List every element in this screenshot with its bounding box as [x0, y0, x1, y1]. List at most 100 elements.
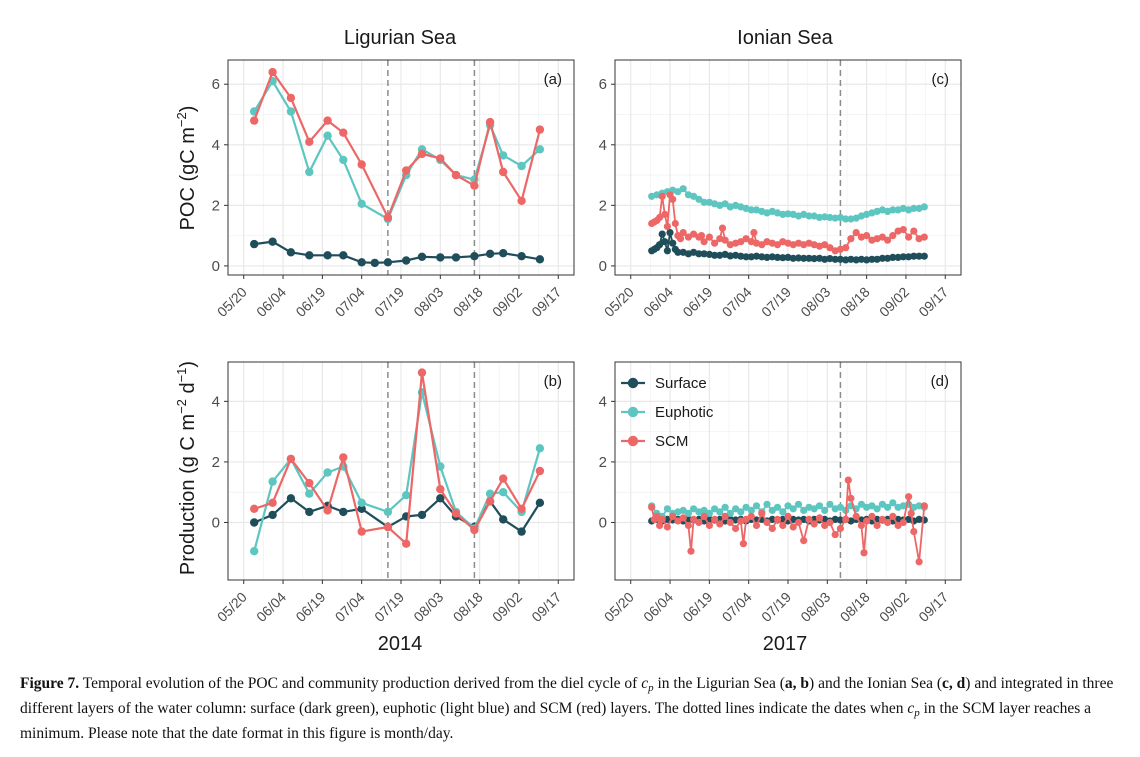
point-scm: [383, 213, 393, 222]
point-scm: [844, 476, 852, 484]
point-scm: [658, 192, 666, 200]
point-surface: [417, 510, 427, 520]
point-euphotic: [721, 503, 729, 511]
point-surface: [535, 255, 545, 264]
point-scm: [905, 233, 913, 241]
point-surface: [674, 248, 682, 256]
point-scm: [805, 515, 813, 524]
point-scm: [451, 509, 461, 518]
point-surface: [742, 253, 750, 261]
point-surface: [268, 510, 277, 520]
point-euphotic: [690, 192, 698, 200]
point-surface: [323, 251, 332, 260]
point-scm: [758, 241, 766, 249]
point-surface: [716, 251, 724, 259]
point-surface: [663, 247, 672, 255]
point-scm: [878, 233, 887, 241]
point-scm: [884, 236, 892, 244]
point-scm: [868, 512, 876, 521]
point-scm: [910, 528, 918, 536]
point-euphotic: [499, 151, 508, 160]
point-scm: [286, 93, 296, 103]
point-euphotic: [815, 213, 824, 222]
point-euphotic: [763, 500, 771, 508]
point-surface: [485, 249, 495, 258]
point-surface: [800, 254, 808, 262]
x-tick-label: 06/19: [679, 284, 715, 320]
point-scm: [684, 233, 693, 241]
point-surface: [499, 249, 508, 258]
point-euphotic: [826, 213, 834, 222]
point-scm: [517, 504, 526, 513]
y-tick-label: 0: [599, 514, 607, 531]
point-euphotic: [732, 505, 740, 513]
point-scm: [436, 154, 445, 163]
point-surface: [666, 229, 674, 237]
point-scm: [653, 512, 661, 521]
point-euphotic: [826, 500, 834, 508]
x-tick-label: 05/20: [601, 589, 637, 625]
point-surface: [357, 258, 366, 267]
legend-marker-scm: [627, 435, 639, 447]
point-surface: [915, 252, 923, 260]
point-surface: [758, 253, 766, 261]
point-scm: [884, 518, 892, 527]
point-euphotic: [889, 499, 897, 507]
x-tick-label: 07/19: [371, 284, 407, 320]
point-euphotic: [810, 505, 818, 513]
point-surface: [831, 515, 839, 524]
point-euphotic: [250, 547, 259, 556]
point-euphotic: [517, 161, 526, 171]
point-euphotic: [747, 206, 755, 214]
x-tick-label: 09/02: [489, 284, 525, 320]
point-euphotic: [700, 198, 708, 206]
point-scm: [648, 503, 656, 511]
point-surface: [436, 253, 445, 262]
point-euphotic: [857, 500, 866, 508]
point-surface: [905, 253, 913, 261]
point-scm: [857, 521, 866, 530]
point-scm: [697, 232, 706, 240]
point-euphotic: [884, 503, 892, 511]
point-surface: [920, 516, 928, 524]
y-tick-label: 0: [212, 514, 220, 531]
point-scm: [815, 514, 824, 522]
point-scm: [695, 518, 703, 527]
point-scm: [920, 502, 928, 510]
point-scm: [499, 167, 508, 177]
col-title-ionian: Ionian Sea: [737, 27, 834, 49]
point-scm: [323, 506, 332, 515]
point-scm: [690, 515, 698, 524]
point-scm: [402, 166, 411, 175]
point-euphotic: [910, 204, 918, 212]
x-tick-label: 09/17: [528, 589, 564, 625]
point-surface: [661, 238, 669, 246]
point-scm: [305, 137, 314, 146]
point-scm: [821, 241, 829, 249]
point-scm: [268, 498, 277, 507]
point-scm: [899, 226, 907, 234]
point-surface: [852, 256, 860, 264]
x-tick-label: 06/04: [640, 589, 676, 625]
point-scm: [852, 512, 860, 521]
point-euphotic: [684, 509, 693, 517]
point-scm: [690, 230, 698, 238]
point-euphotic: [339, 155, 348, 165]
point-scm: [768, 524, 776, 533]
point-scm: [663, 523, 672, 531]
point-scm: [737, 238, 745, 246]
x-tick-label: 08/03: [797, 284, 833, 320]
point-surface: [535, 498, 545, 507]
x-tick-label: 08/03: [410, 284, 446, 320]
point-scm: [889, 232, 897, 240]
point-scm: [383, 522, 393, 532]
point-scm: [417, 368, 427, 377]
point-scm: [499, 474, 508, 483]
point-scm: [323, 116, 332, 125]
legend-label-scm: SCM: [655, 433, 688, 450]
point-euphotic: [402, 491, 411, 500]
point-scm: [711, 239, 719, 247]
point-scm: [863, 232, 871, 240]
point-scm: [889, 512, 897, 521]
